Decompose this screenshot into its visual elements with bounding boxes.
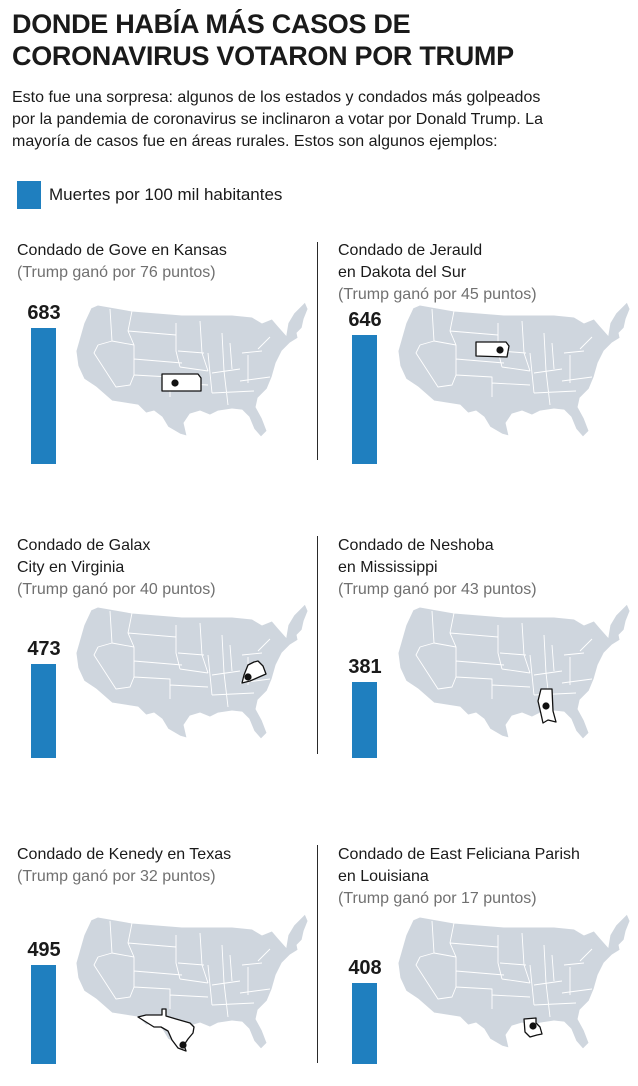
column-divider-middle: [317, 536, 318, 754]
us-outline: [75, 301, 309, 438]
panel-title-line: en Dakota del Sur: [338, 264, 467, 281]
county-location-dot: [171, 379, 179, 387]
us-outline: [397, 301, 631, 438]
us-map: [75, 301, 309, 438]
panel-subtitle: (Trump ganó por 45 puntos): [338, 286, 537, 303]
bar-mississippi: [352, 682, 377, 758]
panel-subtitle: (Trump ganó por 40 puntos): [17, 581, 216, 598]
state-highlight-texas: [137, 1008, 195, 1052]
intro-line-3: mayoría de casos fue en áreas rurales. E…: [12, 133, 498, 150]
panel-subtitle: (Trump ganó por 76 puntos): [17, 264, 216, 281]
bar-value-label: 646: [348, 309, 382, 331]
us-outline: [397, 913, 631, 1050]
us-outline: [75, 913, 309, 1050]
panel-title-line: Condado de Neshoba: [338, 537, 494, 554]
panel-title: Condado de Jerauld en Dakota del Sur (Trum…: [338, 240, 638, 306]
state-highlight-kansas: [161, 373, 202, 392]
state-borders: [93, 920, 271, 1018]
panel-title: Condado de East Feliciana Parish en Louis…: [338, 844, 638, 910]
bar-kansas: [31, 328, 56, 464]
panel-title: Condado de Neshoba en Mississippi (Trump g…: [338, 535, 638, 601]
bar-texas: [31, 965, 56, 1064]
panel-title: Condado de Gove en Kansas (Trump ganó por…: [17, 240, 317, 284]
title-line-1: DONDE HABÍA MÁS CASOS DE: [12, 9, 411, 39]
us-map: [397, 603, 631, 740]
state-borders: [415, 610, 593, 708]
legend-swatch: [17, 181, 41, 209]
us-map: [397, 301, 631, 438]
intro-line-1: Esto fue una sorpresa: algunos de los es…: [12, 89, 541, 106]
state-borders: [93, 308, 271, 406]
bar-value-label: 495: [27, 939, 61, 961]
county-location-dot: [529, 1022, 537, 1030]
panel-subtitle: (Trump ganó por 17 puntos): [338, 890, 537, 907]
panel-title-line: Condado de Jerauld: [338, 242, 483, 259]
us-map: [75, 913, 309, 1052]
bar-value-label: 473: [27, 638, 61, 660]
panel-title: Condado de Kenedy en Texas (Trump ganó po…: [17, 844, 317, 888]
bar-south-dakota: [352, 335, 377, 464]
title-line-2: CORONAVIRUS VOTARON POR TRUMP: [12, 41, 514, 71]
intro-text: Esto fue una sorpresa: algunos de los es…: [12, 87, 626, 153]
panel-title-line: en Mississippi: [338, 559, 438, 576]
us-outline: [75, 603, 309, 740]
page-title: DONDE HABÍA MÁS CASOS DE CORONAVIRUS VOT…: [12, 8, 622, 72]
panel-subtitle: (Trump ganó por 32 puntos): [17, 868, 216, 885]
panel-title-line: Condado de East Feliciana Parish: [338, 846, 580, 863]
panel-title-line: Condado de Kenedy en Texas: [17, 846, 232, 863]
column-divider-top: [317, 242, 318, 460]
county-location-dot: [542, 702, 550, 710]
bar-virginia: [31, 664, 56, 758]
state-borders: [415, 920, 593, 1018]
panel-title: Condado de Galax City en Virginia (Trump g…: [17, 535, 317, 601]
us-outline: [397, 603, 631, 740]
bar-value-label: 408: [348, 957, 382, 979]
panel-title-line: Condado de Gove en Kansas: [17, 242, 227, 259]
legend-label: Muertes por 100 mil habitantes: [49, 185, 283, 204]
bar-louisiana: [352, 983, 377, 1064]
legend: Muertes por 100 mil habitantes: [17, 181, 282, 209]
bar-value-label: 683: [27, 302, 61, 324]
panel-title-line: Condado de Galax: [17, 537, 151, 554]
panel-subtitle: (Trump ganó por 43 puntos): [338, 581, 537, 598]
column-divider-bottom: [317, 845, 318, 1063]
intro-line-2: por la pandemia de coronavirus se inclin…: [12, 111, 543, 128]
us-map: [397, 913, 631, 1050]
us-map: [75, 603, 309, 740]
panel-title-line: en Louisiana: [338, 868, 429, 885]
bar-value-label: 381: [348, 656, 382, 678]
county-location-dot: [244, 673, 252, 681]
panel-title-line: City en Virginia: [17, 559, 125, 576]
county-location-dot: [496, 346, 504, 354]
state-highlight-south-dakota: [475, 341, 510, 358]
county-location-dot: [179, 1041, 187, 1049]
